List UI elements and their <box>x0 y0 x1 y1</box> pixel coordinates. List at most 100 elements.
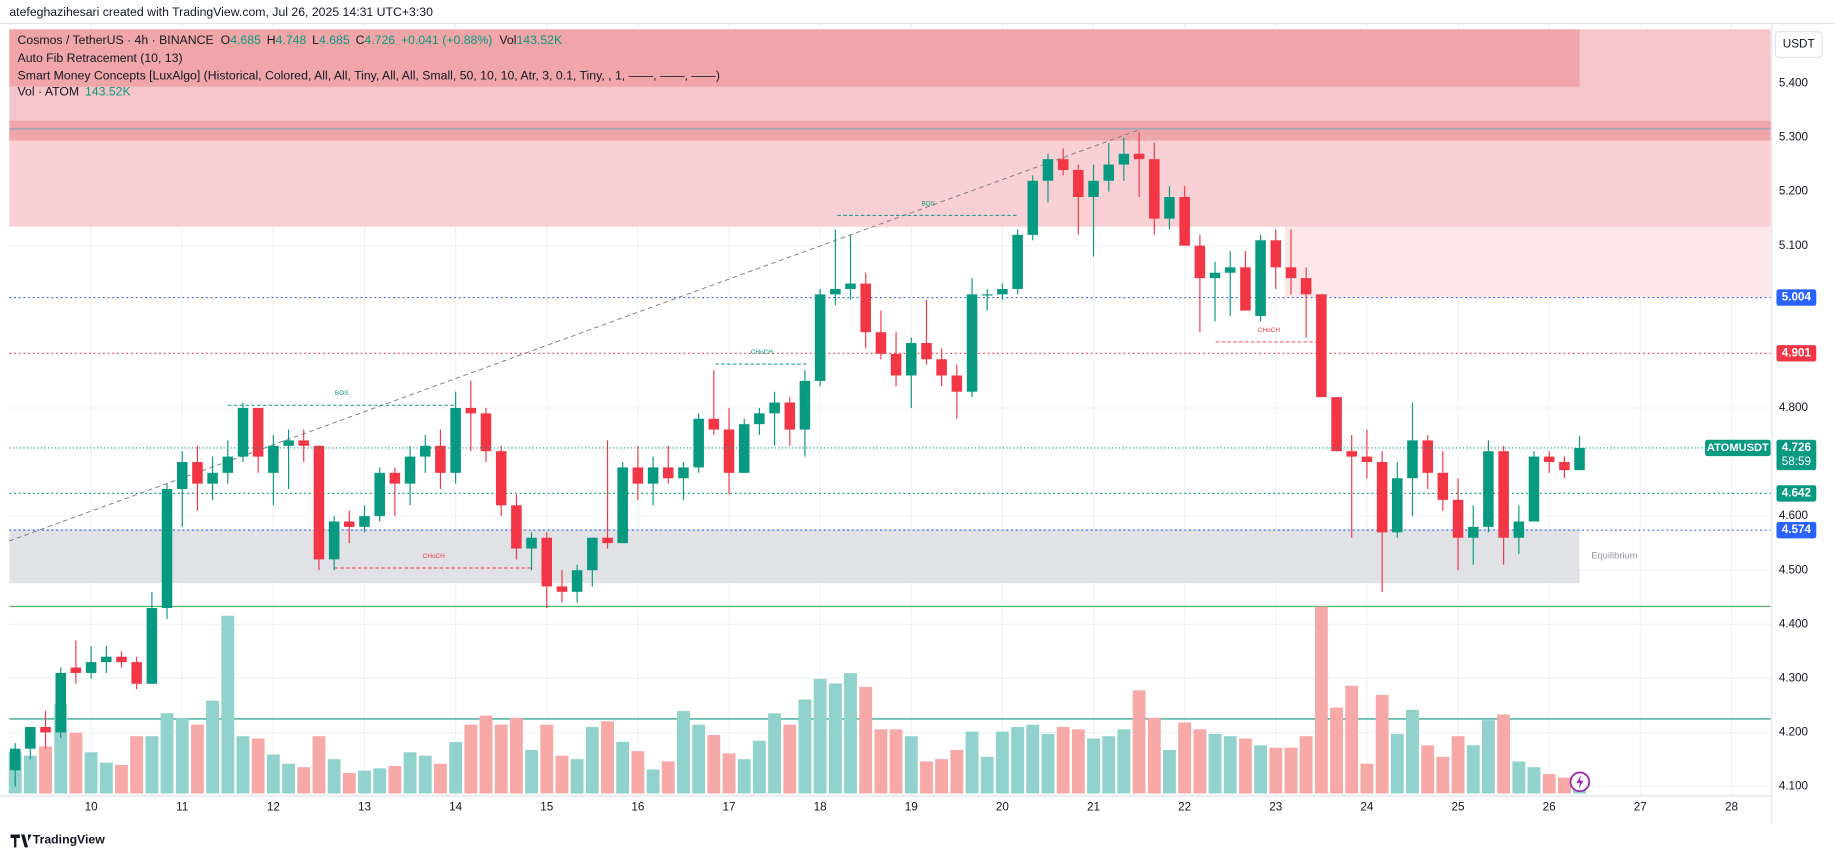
zone <box>9 120 1771 141</box>
logo <box>10 834 32 848</box>
price-label-box <box>1776 289 1817 306</box>
volume-bar <box>631 751 645 794</box>
candle-body <box>602 537 613 544</box>
volume-bar <box>206 700 220 794</box>
volume-bar <box>84 752 98 794</box>
candle-body <box>1194 245 1206 279</box>
candle-body <box>632 467 644 484</box>
candle-body <box>1285 267 1297 279</box>
volume-bar <box>722 753 736 794</box>
volume-bar <box>525 749 538 794</box>
candle-body <box>420 445 431 457</box>
volume-value: 143.52K <box>85 85 132 99</box>
candle-body <box>344 521 355 527</box>
last-price-label: 4.726 <box>1782 441 1812 454</box>
candle-body <box>70 667 82 673</box>
volume-bar <box>464 724 478 794</box>
candle-body <box>647 467 659 484</box>
volume-bar <box>509 717 523 794</box>
x-tick-label: 16 <box>631 801 644 814</box>
volume-bar <box>844 673 857 794</box>
symbol: Cosmos / TetherUS · 4h · BINANCE <box>18 33 214 47</box>
candle-body <box>541 537 553 587</box>
candle-body <box>1179 197 1190 246</box>
candle-body <box>1543 456 1555 463</box>
y-tick-label: 5.100 <box>1779 239 1809 252</box>
volume-bar <box>236 736 250 794</box>
x-tick-label: 25 <box>1452 801 1465 814</box>
candle-body <box>1407 440 1418 479</box>
candle-body <box>708 418 720 430</box>
volume-bar <box>965 731 979 794</box>
volume-bar <box>266 754 280 794</box>
x-tick-label: 24 <box>1360 801 1374 814</box>
candle-body <box>435 445 446 473</box>
candle-body <box>556 586 568 592</box>
low-label: L <box>312 33 319 47</box>
volume-bar <box>874 729 888 794</box>
indicator: Smart Money Concepts [LuxAlgo] (Historic… <box>18 68 720 82</box>
candle-body <box>328 521 340 560</box>
volume-bar <box>1254 745 1268 794</box>
candle-body <box>1012 234 1023 289</box>
candle-body <box>951 375 963 392</box>
structure-label: CHoCH <box>423 553 445 560</box>
x-tick-label: 22 <box>1178 801 1191 814</box>
candle-body <box>1422 440 1433 473</box>
volume-label: Vol <box>499 33 516 47</box>
candle-body <box>1133 153 1145 160</box>
currency-box[interactable] <box>1774 31 1823 59</box>
x-tick-label: 21 <box>1087 801 1100 814</box>
candle-body <box>723 429 735 473</box>
candle-body <box>1452 499 1464 538</box>
volume-bar <box>115 764 128 794</box>
candle-body <box>1149 159 1160 219</box>
volume-bar <box>889 729 903 794</box>
price-label: 4.901 <box>1782 346 1812 359</box>
x-tick-label: 14 <box>449 801 463 814</box>
volume-bar <box>1390 733 1404 794</box>
candle-body <box>176 462 188 490</box>
price-label-box <box>1776 521 1817 539</box>
candle-body <box>526 537 537 549</box>
candle-body <box>936 359 947 376</box>
candle-body <box>1255 240 1266 316</box>
symbol-label: ATOMUSDT <box>1707 442 1769 454</box>
volume-bar <box>1436 756 1450 794</box>
candle-body <box>754 413 765 425</box>
candle-body <box>1346 451 1357 457</box>
volume-bar <box>950 749 964 794</box>
volume-bar <box>327 759 341 794</box>
candle-body <box>1483 451 1494 527</box>
candle-body <box>1498 451 1509 538</box>
candle-body <box>784 402 796 430</box>
candle-body <box>1513 521 1525 538</box>
candle-body <box>1073 169 1084 198</box>
price-label: 4.642 <box>1782 486 1812 499</box>
candle-body <box>116 656 127 663</box>
y-tick-label: 4.100 <box>1779 780 1809 793</box>
candle-body <box>571 570 583 592</box>
low-value: 4.685 <box>319 33 350 47</box>
y-tick-label: 4.800 <box>1779 401 1809 414</box>
volume-bar <box>1102 736 1116 794</box>
volume-bar <box>312 736 326 794</box>
y-tick-label: 5.400 <box>1779 77 1809 90</box>
volume-bar <box>828 683 842 794</box>
volume-bar <box>1330 707 1344 794</box>
y-tick-label: 4.600 <box>1779 509 1809 522</box>
candle-body <box>146 608 158 684</box>
volume-bar <box>995 731 1009 794</box>
plot-area: Equilibrium BOS CHoCH CHoCH BOS CHoCH <box>8 23 1771 796</box>
volume-bar <box>282 763 296 794</box>
x-tick-label: 13 <box>358 801 371 814</box>
candle-body <box>298 440 309 446</box>
candle-body <box>40 727 51 733</box>
volume-bar <box>1406 709 1419 794</box>
candle-body <box>207 472 218 484</box>
candle-body <box>1118 153 1130 165</box>
candle-body <box>9 748 21 771</box>
volume-bar <box>1026 724 1040 794</box>
volume-bar <box>601 721 614 794</box>
volume-bar <box>130 736 144 794</box>
